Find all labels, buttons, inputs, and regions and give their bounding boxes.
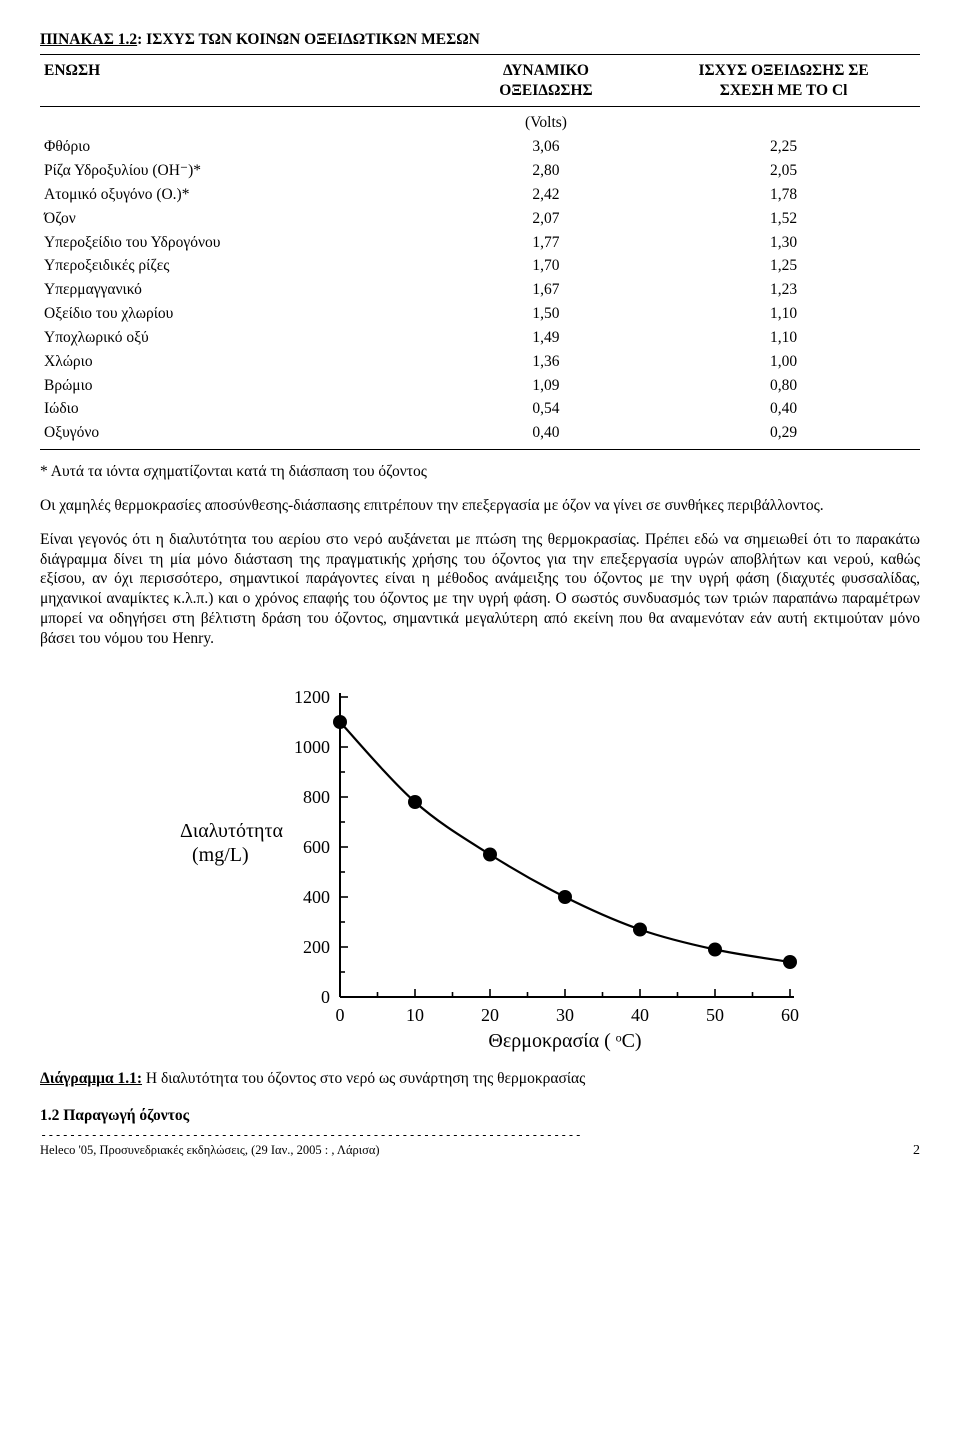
svg-text:400: 400 [303, 887, 330, 907]
table-row: Φθόριο3,062,25 [40, 135, 920, 159]
cell-strength: 0,29 [647, 421, 920, 445]
cell-potential: 1,77 [445, 231, 647, 255]
cell-strength: 1,25 [647, 254, 920, 278]
svg-text:0: 0 [336, 1005, 345, 1025]
cell-strength: 1,30 [647, 231, 920, 255]
cell-potential: 1,70 [445, 254, 647, 278]
table-row: Υποχλωρικό οξύ1,491,10 [40, 326, 920, 350]
svg-text:(mg/L): (mg/L) [192, 844, 249, 866]
cell-compound: Φθόριο [40, 135, 445, 159]
cell-strength: 1,23 [647, 278, 920, 302]
table-row: Ατομικό οξυγόνο (O.)*2,421,78 [40, 183, 920, 207]
table-row: Υπερμαγγανικό1,671,23 [40, 278, 920, 302]
cell-potential: 3,06 [445, 135, 647, 159]
svg-text:Διαλυτότητα: Διαλυτότητα [180, 820, 284, 842]
section-heading: 1.2 Παραγωγή όζοντος [40, 1106, 920, 1126]
svg-text:40: 40 [631, 1005, 649, 1025]
cell-strength: 1,10 [647, 302, 920, 326]
table-row: Ρίζα Υδροξυλίου (OH⁻)*2,802,05 [40, 159, 920, 183]
cell-strength: 1,52 [647, 207, 920, 231]
svg-text:20: 20 [481, 1005, 499, 1025]
table-row: Όζον2,071,52 [40, 207, 920, 231]
cell-strength: 1,10 [647, 326, 920, 350]
svg-text:1000: 1000 [294, 737, 330, 757]
svg-text:60: 60 [781, 1005, 799, 1025]
table-rule-top [40, 54, 920, 55]
cell-potential: 1,36 [445, 350, 647, 374]
cell-compound: Υποχλωρικό οξύ [40, 326, 445, 350]
units-label: (Volts) [445, 111, 647, 135]
svg-text:200: 200 [303, 937, 330, 957]
table-rule-bottom [40, 449, 920, 450]
col-header-strength-2: ΣΧΕΣΗ ΜΕ ΤΟ Cl [720, 82, 848, 99]
figure-caption-prefix: Διάγραμμα 1.1: [40, 1070, 142, 1087]
col-header-potential-2: ΟΞΕΙΔΩΣΗΣ [499, 82, 592, 99]
cell-strength: 2,25 [647, 135, 920, 159]
cell-compound: Υπεροξειδικές ρίζες [40, 254, 445, 278]
svg-text:Θερμοκρασία ( ᵒC): Θερμοκρασία ( ᵒC) [488, 1030, 641, 1052]
svg-text:50: 50 [706, 1005, 724, 1025]
cell-compound: Οξείδιο του χλωρίου [40, 302, 445, 326]
cell-potential: 2,80 [445, 159, 647, 183]
cell-compound: Οξυγόνο [40, 421, 445, 445]
cell-strength: 1,78 [647, 183, 920, 207]
svg-text:600: 600 [303, 837, 330, 857]
cell-compound: Χλώριο [40, 350, 445, 374]
table-row: Ιώδιο0,540,40 [40, 397, 920, 421]
cell-compound: Βρώμιο [40, 374, 445, 398]
table-row: Υπεροξείδιο του Υδρογόνου1,771,30 [40, 231, 920, 255]
cell-strength: 2,05 [647, 159, 920, 183]
page-number: 2 [913, 1142, 920, 1160]
cell-compound: Ιώδιο [40, 397, 445, 421]
solubility-chart: 0102030405060020040060080010001200Θερμοκ… [40, 677, 920, 1063]
col-header-potential-1: ΔΥΝΑΜΙΚΟ [503, 62, 589, 79]
cell-potential: 2,42 [445, 183, 647, 207]
table-rule-mid [40, 106, 920, 107]
table-header-row: ΕΝΩΣΗ ΔΥΝΑΜΙΚΟ ΟΞΕΙΔΩΣΗΣ ΙΣΧΥΣ ΟΞΕΙΔΩΣΗΣ… [40, 59, 920, 103]
cell-compound: Ρίζα Υδροξυλίου (OH⁻)* [40, 159, 445, 183]
table-footnote: * Αυτά τα ιόντα σχηματίζονται κατά τη δι… [40, 462, 920, 482]
cell-potential: 0,40 [445, 421, 647, 445]
table-row: Υπεροξειδικές ρίζες1,701,25 [40, 254, 920, 278]
cell-potential: 2,07 [445, 207, 647, 231]
svg-text:0: 0 [321, 987, 330, 1007]
col-header-strength-1: ΙΣΧΥΣ ΟΞΕΙΔΩΣΗΣ ΣΕ [698, 62, 868, 79]
table-title: ΠΙΝΑΚΑΣ 1.2: ΙΣΧΥΣ ΤΩΝ ΚΟΙΝΩΝ ΟΞΕΙΔΩΤΙΚΩ… [40, 30, 920, 50]
col-header-compound: ΕΝΩΣΗ [44, 62, 100, 79]
cell-potential: 0,54 [445, 397, 647, 421]
cell-potential: 1,50 [445, 302, 647, 326]
cell-compound: Υπεροξείδιο του Υδρογόνου [40, 231, 445, 255]
svg-text:1200: 1200 [294, 687, 330, 707]
cell-compound: Ατομικό οξυγόνο (O.)* [40, 183, 445, 207]
table-units-row: (Volts) [40, 111, 920, 135]
figure-caption: Διάγραμμα 1.1: Η διαλυτότητα του όζοντος… [40, 1069, 920, 1089]
oxidants-table-body: (Volts) Φθόριο3,062,25Ρίζα Υδροξυλίου (O… [40, 111, 920, 445]
cell-potential: 1,67 [445, 278, 647, 302]
cell-strength: 0,80 [647, 374, 920, 398]
table-row: Βρώμιο1,090,80 [40, 374, 920, 398]
figure-caption-rest: Η διαλυτότητα του όζοντος στο νερό ως συ… [142, 1070, 585, 1087]
svg-text:10: 10 [406, 1005, 424, 1025]
cell-strength: 0,40 [647, 397, 920, 421]
paragraph-1: Οι χαμηλές θερμοκρασίες αποσύνθεσης-διάσ… [40, 496, 920, 516]
table-row: Οξείδιο του χλωρίου1,501,10 [40, 302, 920, 326]
paragraph-2: Είναι γεγονός ότι η διαλυτότητα του αερί… [40, 530, 920, 649]
footer-citation: Heleco '05, Προσυνεδριακές εκδηλώσεις, (… [40, 1142, 920, 1158]
cell-compound: Όζον [40, 207, 445, 231]
cell-strength: 1,00 [647, 350, 920, 374]
table-row: Χλώριο1,361,00 [40, 350, 920, 374]
svg-text:800: 800 [303, 787, 330, 807]
cell-potential: 1,49 [445, 326, 647, 350]
oxidants-table: ΕΝΩΣΗ ΔΥΝΑΜΙΚΟ ΟΞΕΙΔΩΣΗΣ ΙΣΧΥΣ ΟΞΕΙΔΩΣΗΣ… [40, 59, 920, 103]
cell-compound: Υπερμαγγανικό [40, 278, 445, 302]
table-row: Οξυγόνο0,400,29 [40, 421, 920, 445]
table-title-prefix: ΠΙΝΑΚΑΣ 1.2 [40, 31, 137, 48]
table-title-rest: : ΙΣΧΥΣ ΤΩΝ ΚΟΙΝΩΝ ΟΞΕΙΔΩΤΙΚΩΝ ΜΕΣΩΝ [137, 31, 480, 48]
cell-potential: 1,09 [445, 374, 647, 398]
svg-text:30: 30 [556, 1005, 574, 1025]
